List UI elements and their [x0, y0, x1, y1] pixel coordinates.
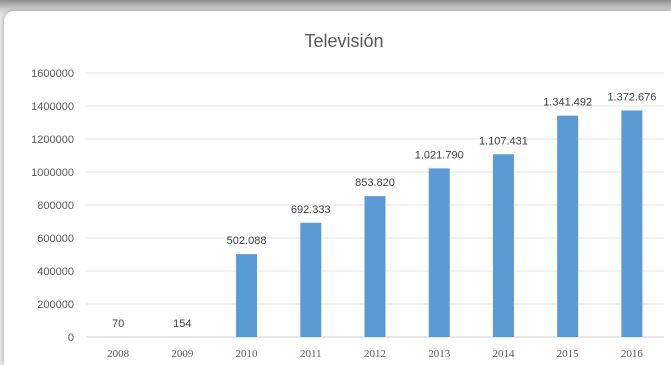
x-tick-label: 2010	[236, 348, 259, 360]
bar-2013	[428, 168, 450, 337]
x-tick-label: 2016	[621, 348, 644, 360]
chart-title: Televisión	[304, 31, 383, 51]
data-label-2011: 692.333	[291, 204, 331, 216]
data-label-2015: 1.341.492	[543, 97, 592, 109]
bars	[107, 110, 643, 338]
y-axis-ticks: 0 200000 400000 600000 800000 1000000 1200000 1…	[31, 68, 74, 344]
bar-2010	[236, 254, 258, 337]
data-label-2013: 1.021.790	[415, 149, 464, 161]
y-tick-label: 400000	[37, 266, 74, 278]
bar-2015	[557, 115, 579, 338]
data-label-2010: 502.088	[227, 235, 267, 247]
y-tick-label: 1400000	[31, 101, 74, 113]
y-tick-label: 0	[68, 332, 74, 344]
x-tick-label: 2013	[428, 348, 451, 360]
y-tick-label: 1200000	[31, 134, 74, 146]
y-tick-label: 800000	[37, 200, 74, 212]
y-tick-label: 1000000	[31, 167, 74, 179]
bar-2014	[492, 154, 514, 337]
data-labels: 70 154 502.088 692.333 853.820 1.021.790 1.107…	[112, 92, 656, 330]
x-tick-label: 2015	[557, 348, 580, 360]
y-tick-label: 200000	[37, 299, 74, 311]
data-label-2009: 154	[173, 318, 191, 330]
bar-2011	[300, 222, 322, 337]
chart-area: Televisión 0 200000 400000 600000 800000 1000…	[4, 11, 671, 365]
y-tick-label: 1600000	[31, 68, 74, 80]
bar-chart: Televisión 0 200000 400000 600000 800000 1000…	[31, 31, 664, 360]
x-tick-label: 2014	[492, 348, 515, 360]
x-tick-label: 2008	[107, 348, 130, 360]
y-tick-label: 600000	[37, 233, 74, 245]
x-tick-label: 2012	[364, 348, 386, 360]
x-tick-label: 2011	[300, 348, 322, 360]
data-label-2016: 1.372.676	[607, 92, 656, 104]
x-axis-ticks: 2008 2009 2010 2011 2012 2013 2014 2015 2016	[107, 348, 643, 360]
x-tick-label: 2009	[171, 348, 194, 360]
data-label-2012: 853.820	[355, 177, 395, 189]
data-label-2014: 1.107.431	[479, 135, 528, 147]
bar-2012	[364, 196, 386, 337]
bar-2016	[621, 110, 643, 338]
data-label-2008: 70	[112, 318, 124, 330]
